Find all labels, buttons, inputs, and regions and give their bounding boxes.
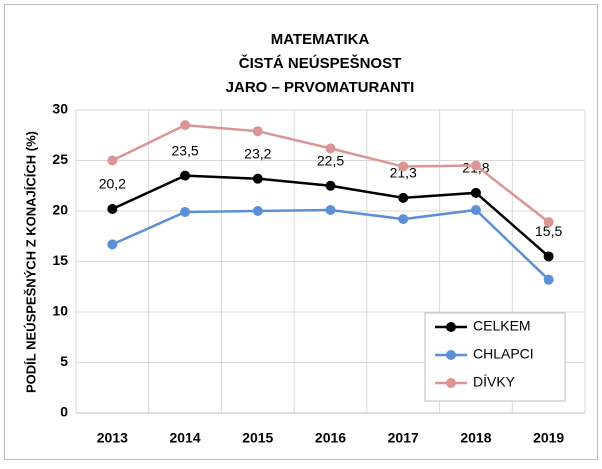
data-point — [543, 274, 554, 285]
data-label: 21,3 — [390, 165, 417, 181]
legend-label: CELKEM — [473, 318, 531, 334]
data-label: 22,5 — [317, 152, 344, 168]
legend-label: CHLAPCI — [473, 346, 534, 362]
data-point — [180, 120, 191, 131]
data-point — [470, 160, 481, 171]
x-tick-label: 2016 — [315, 430, 346, 446]
data-point — [543, 251, 554, 262]
x-tick-label: 2017 — [388, 430, 419, 446]
legend-marker — [446, 350, 456, 360]
data-label: 23,2 — [244, 145, 271, 161]
y-tick-label: 0 — [60, 404, 68, 420]
legend-marker — [446, 322, 456, 332]
data-point — [398, 192, 409, 203]
data-point — [543, 217, 554, 228]
y-tick-label: 15 — [52, 252, 68, 268]
data-label: 15,5 — [535, 223, 562, 239]
data-point — [180, 207, 191, 218]
legend-marker — [446, 378, 456, 388]
x-tick-label: 2013 — [97, 430, 128, 446]
data-point — [107, 239, 118, 250]
chart-title: ČISTÁ NEÚSPEŠNOST — [239, 54, 402, 72]
x-tick-label: 2019 — [533, 430, 564, 446]
data-point — [398, 161, 409, 172]
data-point — [252, 173, 263, 184]
data-point — [470, 204, 481, 215]
y-tick-label: 10 — [52, 303, 68, 319]
x-tick-label: 2018 — [460, 430, 491, 446]
y-tick-label: 30 — [52, 101, 68, 117]
chart-title: MATEMATIKA — [271, 31, 370, 48]
x-tick-label: 2015 — [242, 430, 273, 446]
data-point — [470, 187, 481, 198]
data-point — [107, 155, 118, 166]
y-tick-label: 5 — [60, 353, 68, 369]
data-point — [107, 203, 118, 214]
y-tick-label: 20 — [52, 202, 68, 218]
data-point — [252, 206, 263, 216]
data-point — [325, 143, 336, 154]
data-label: 20,2 — [99, 176, 126, 192]
y-axis-label: PODÍL NEÚSPEŠNÝCH Z KONAJÍCÍCH (%) — [23, 131, 38, 393]
data-point — [252, 126, 263, 137]
data-point — [325, 204, 336, 215]
chart-title: JARO – PRVOMATURANTI — [226, 79, 415, 96]
data-point — [398, 214, 409, 225]
data-point — [325, 180, 336, 191]
y-tick-label: 25 — [52, 151, 68, 167]
x-tick-label: 2014 — [169, 430, 200, 446]
data-point — [180, 170, 191, 181]
legend-label: DÍVKY — [473, 374, 516, 390]
data-label: 23,5 — [171, 142, 198, 158]
